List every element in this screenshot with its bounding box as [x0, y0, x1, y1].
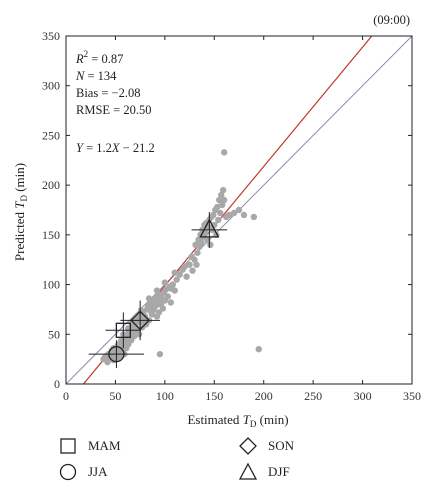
- legend-label: SON: [268, 438, 295, 453]
- scatter-point: [183, 273, 190, 280]
- scatter-point: [207, 241, 214, 248]
- stat-r2: R2 = 0.87: [75, 49, 123, 66]
- legend-label: MAM: [88, 438, 121, 453]
- stat-n: N = 134: [75, 69, 117, 83]
- legend-item-djf: DJF: [238, 462, 290, 482]
- legend-item-jja: JJA: [58, 462, 108, 482]
- scatter-point: [193, 261, 200, 268]
- scatter-point: [149, 307, 157, 314]
- scatter-point: [189, 267, 196, 274]
- scatter-point: [225, 211, 233, 219]
- scatter-point: [194, 249, 201, 256]
- legend-label: DJF: [268, 464, 290, 479]
- scatter-point: [235, 206, 243, 214]
- scatter-point: [157, 301, 165, 308]
- x-tick-label: 0: [63, 389, 69, 403]
- circle-marker-icon: [59, 463, 77, 481]
- y-axis-title: Predicted TD (min): [12, 163, 29, 261]
- y-tick-label: 250: [42, 128, 60, 142]
- scatter-point: [131, 333, 138, 340]
- legend-item-mam: MAM: [58, 436, 121, 456]
- scatter-point: [220, 149, 228, 156]
- fit-equation: Y = 1.2X − 21.2: [76, 141, 155, 155]
- scatter-point: [164, 293, 172, 300]
- scatter-point: [186, 261, 193, 268]
- plot-frame: [65, 35, 413, 385]
- x-tick-label: 250: [304, 389, 322, 403]
- season-marker-mam: [105, 312, 142, 349]
- scatter-point: [155, 309, 163, 316]
- scatter-point: [215, 216, 222, 224]
- y-tick-label: 0: [54, 377, 60, 391]
- scatter-point: [240, 211, 248, 219]
- x-tick-label: 200: [255, 389, 273, 403]
- scatter-point: [176, 271, 183, 278]
- scatter-point: [173, 276, 180, 283]
- scatter-point: [218, 191, 225, 199]
- scatter-chart: 0 50 100 150 200 250 300 350 0 50 100 150 200 250 300 3…: [12, 13, 421, 429]
- scatter-point: [214, 203, 221, 211]
- scatter-point: [167, 299, 174, 306]
- y-tick-label: 300: [42, 79, 60, 93]
- diamond-marker: [130, 310, 151, 331]
- stat-rmse: RMSE = 20.50: [76, 103, 151, 117]
- scatter-point: [250, 213, 258, 221]
- scatter-point: [139, 321, 147, 328]
- scatter-point: [153, 287, 161, 294]
- x-tick-label: 150: [205, 389, 223, 403]
- y-tick-label: 100: [42, 278, 60, 292]
- scatter-point: [171, 269, 178, 276]
- legend-item-son: SON: [238, 436, 294, 456]
- y-tick-label: 200: [42, 178, 60, 192]
- x-tick-label: 350: [403, 389, 421, 403]
- scatter-point: [210, 211, 217, 219]
- y-tick-label: 150: [42, 228, 60, 242]
- square-marker-icon: [60, 438, 76, 454]
- square-marker: [115, 322, 131, 338]
- x-tick-label: 100: [156, 389, 174, 403]
- scatter-point: [255, 346, 262, 353]
- scatter-point: [156, 350, 164, 358]
- scatter-point: [219, 186, 227, 194]
- scatter-point: [191, 256, 198, 263]
- circle-marker: [108, 346, 125, 363]
- scatter-point: [152, 302, 160, 309]
- legend-label: JJA: [88, 464, 108, 479]
- x-axis-title: Estimated TD (min): [187, 412, 288, 429]
- stat-bias: Bias = −2.08: [76, 86, 140, 100]
- y-tick-label: 350: [42, 29, 60, 43]
- scatter-point: [220, 196, 228, 204]
- season-marker-son: [120, 300, 160, 341]
- diamond-marker-icon: [239, 437, 257, 455]
- season-marker-jja: [88, 340, 145, 369]
- scatter-point: [161, 279, 169, 286]
- scatter-point: [181, 263, 188, 270]
- scatter-point: [167, 285, 174, 292]
- scatter-point: [145, 295, 153, 302]
- scatter-point: [216, 196, 223, 204]
- triangle-marker: [199, 218, 220, 238]
- triangle-marker-icon: [238, 462, 258, 480]
- scatter-point: [217, 209, 224, 217]
- scatter-point: [135, 331, 143, 338]
- scatter-point: [198, 239, 205, 247]
- y-tick-label: 50: [48, 327, 60, 341]
- legend: MAM SON JJA DJF: [58, 432, 388, 492]
- time-tag: (09:00): [373, 13, 410, 27]
- scatter-point: [230, 209, 238, 217]
- scatter-point: [218, 201, 226, 209]
- x-tick-label: 50: [109, 389, 121, 403]
- x-tick-label: 300: [354, 389, 372, 403]
- season-marker-djf: [191, 211, 228, 248]
